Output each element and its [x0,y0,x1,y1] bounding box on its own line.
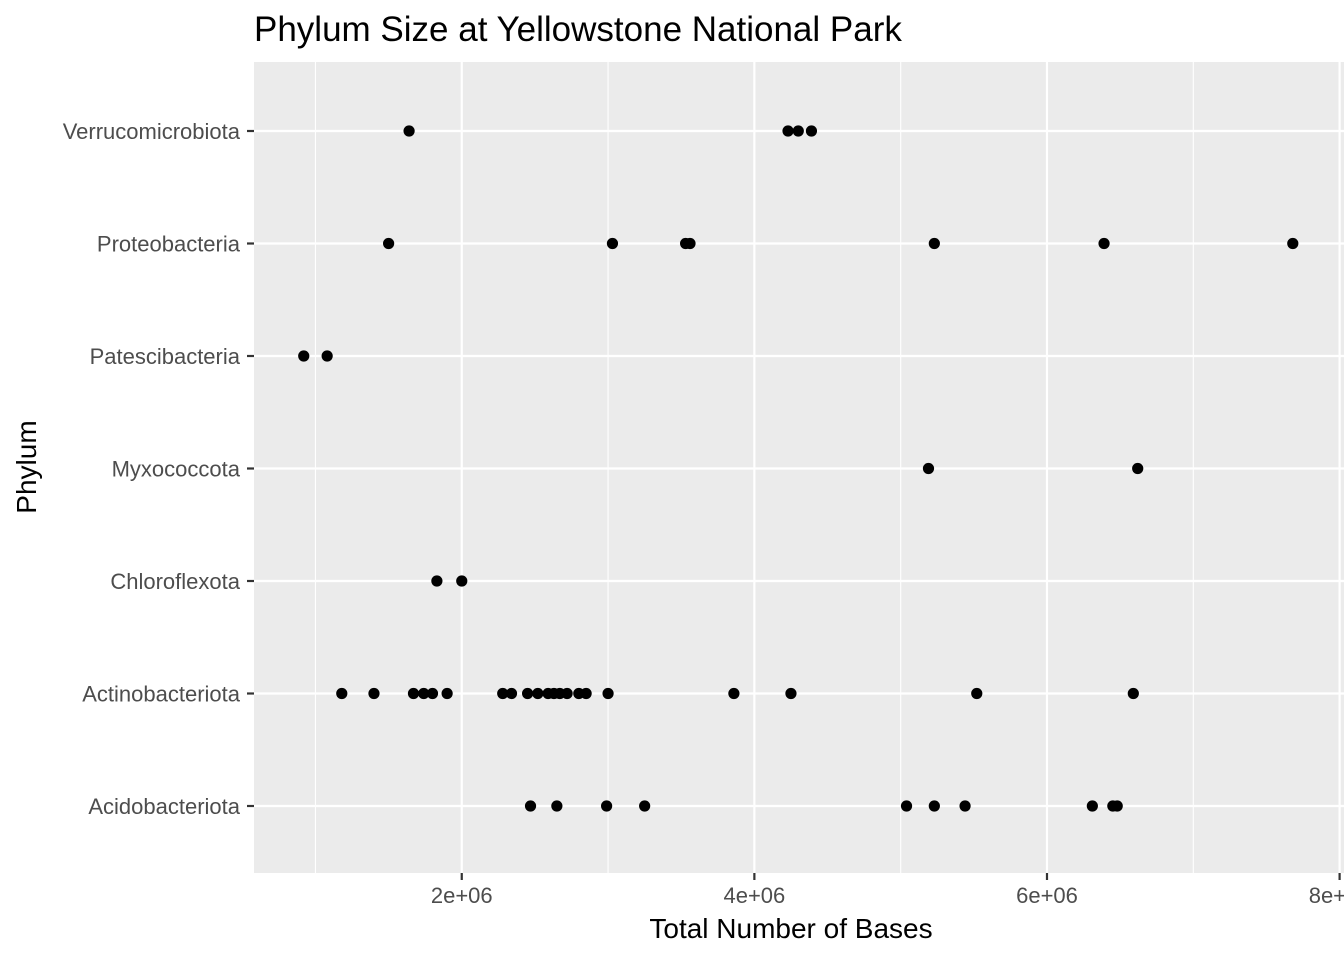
point-actinobacteriota [441,687,453,700]
y-tick-label-actinobacteriota: Actinobacteriota [82,682,241,707]
point-actinobacteriota [505,687,518,700]
point-actinobacteriota [1127,687,1139,700]
x-tick-label: 8e+06 [1309,883,1344,908]
point-verrucomicrobiota [782,125,794,137]
x-tick-label: 2e+06 [431,883,493,908]
point-proteobacteria [1287,237,1299,250]
point-acidobacteriota [551,800,563,812]
point-actinobacteriota [368,687,380,700]
point-verrucomicrobiota [805,125,818,137]
point-actinobacteriota [785,687,797,700]
point-acidobacteriota [959,800,971,812]
point-acidobacteriota [524,800,537,812]
data-points [298,125,1299,812]
point-verrucomicrobiota [403,125,415,137]
point-actinobacteriota [407,687,420,700]
point-proteobacteria [928,237,940,250]
point-patescibacteria [321,350,333,362]
y-tick-label-chloroflexota: Chloroflexota [110,569,240,594]
point-verrucomicrobiota [792,125,804,137]
y-tick-label-proteobacteria: Proteobacteria [97,232,241,257]
point-proteobacteria [684,237,696,250]
point-acidobacteriota [639,800,651,812]
point-actinobacteriota [602,687,614,700]
y-tick-label-myxococcota: Myxococcota [112,457,241,482]
point-actinobacteriota [580,687,592,700]
y-tick-label-acidobacteriota: Acidobacteriota [88,794,240,819]
point-patescibacteria [298,350,310,362]
point-myxococcota [922,462,935,475]
point-proteobacteria [383,237,395,250]
point-actinobacteriota [561,687,573,700]
x-axis-title: Total Number of Bases [649,913,932,944]
y-axis-title: Phylum [11,420,42,513]
point-acidobacteriota [900,800,913,812]
x-tick-label: 4e+06 [723,883,785,908]
y-axis: Acidobacteriota Actinobacteriota Chlorofle… [63,119,254,819]
point-actinobacteriota [971,687,983,700]
y-tick-label-patescibacteria: Patescibacteria [90,344,241,369]
x-axis: 2e+06 4e+06 6e+06 8e+06 [431,873,1344,908]
point-actinobacteriota [532,687,544,700]
x-tick-label: 6e+06 [1016,883,1078,908]
point-acidobacteriota [601,800,613,812]
chart-title: Phylum Size at Yellowstone National Park [254,10,902,49]
point-chloroflexota [431,575,443,587]
point-chloroflexota [456,575,468,587]
point-actinobacteriota [728,687,740,700]
y-tick-label-verrucomicrobiota: Verrucomicrobiota [63,119,241,144]
point-actinobacteriota [426,687,439,700]
point-acidobacteriota [928,800,940,812]
point-acidobacteriota [1086,800,1098,812]
point-actinobacteriota [497,687,509,700]
point-myxococcota [1132,462,1144,475]
point-actinobacteriota [521,687,534,700]
point-acidobacteriota [1111,800,1123,812]
point-proteobacteria [1098,237,1110,250]
point-proteobacteria [606,237,619,250]
point-actinobacteriota [418,687,430,700]
point-actinobacteriota [336,687,348,700]
